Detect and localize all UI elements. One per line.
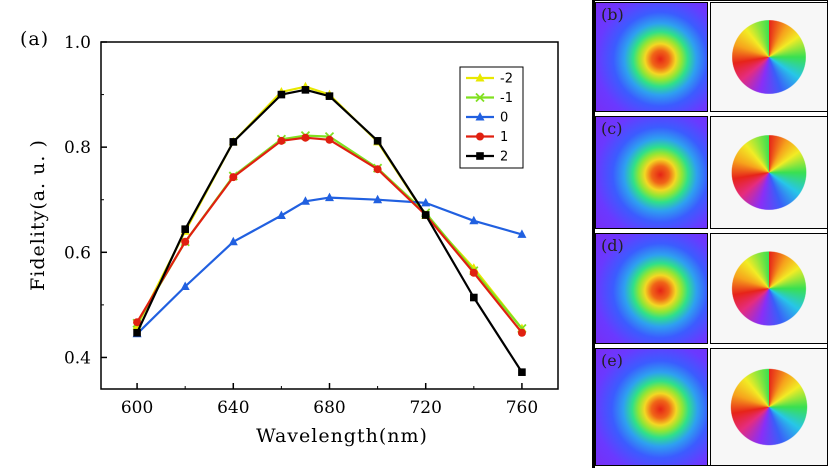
data-point [301, 133, 310, 142]
plot-layer [132, 81, 527, 376]
series-line-1 [136, 136, 523, 334]
data-point [229, 173, 238, 182]
legend-entry: -1 [466, 91, 513, 106]
legend-swatch-marker [475, 92, 485, 103]
fidelity-chart: (a) Fidelity(a. u. ) Wavelength(nm) -2 -1… [20, 28, 559, 447]
data-point [325, 135, 334, 144]
legend-label: 2 [500, 150, 508, 165]
data-point [228, 236, 238, 246]
data-point [133, 318, 142, 327]
data-point [277, 90, 286, 99]
legend-label: 1 [500, 130, 508, 145]
series-line-0 [136, 196, 523, 335]
legend-swatch-marker [475, 112, 485, 121]
x-tick-label: 760 [506, 398, 538, 418]
panel-b-amplitude: (b) [595, 2, 708, 112]
data-point [517, 229, 527, 238]
series-markers-2 [133, 86, 526, 376]
panel-b-label: (b) [601, 5, 624, 24]
data-point [301, 86, 310, 94]
legend-entry: 0 [466, 111, 508, 126]
data-point [180, 281, 190, 290]
y-tick-label: 0.6 [64, 243, 91, 263]
y-tick-label: 0.4 [64, 348, 91, 368]
panel-e-label: (e) [601, 351, 623, 370]
data-point [469, 268, 478, 277]
legend-entry: 1 [466, 130, 508, 145]
data-point [229, 138, 238, 146]
y-axis-title: Fidelity(a. u. ) [27, 139, 49, 291]
y-tick-label: 1.0 [64, 33, 91, 53]
panel-c-label: (c) [601, 119, 623, 138]
panel-d-amplitude: (d) [595, 233, 708, 344]
data-point [325, 92, 334, 100]
x-tick-label: 600 [121, 398, 153, 418]
x-tick-label: 640 [217, 398, 249, 418]
data-point [518, 368, 526, 376]
data-point [300, 196, 310, 205]
y-tick-label: 0.8 [64, 138, 91, 158]
legend-swatch-marker [475, 73, 485, 82]
panel-d-label: (d) [601, 236, 624, 255]
series-line-2 [136, 88, 523, 373]
panel-divider [592, 0, 595, 468]
data-point [181, 225, 189, 233]
panel-c-amplitude: (c) [595, 116, 708, 229]
legend-swatch-marker [476, 132, 484, 141]
figure-label: (a) [20, 28, 49, 50]
data-point [133, 328, 141, 337]
data-point [421, 211, 430, 219]
legend-label: -1 [500, 91, 513, 106]
panel-b-phase [710, 2, 828, 112]
x-tick-label: 680 [313, 398, 345, 418]
legend-entry: 2 [466, 150, 508, 165]
data-point [469, 215, 479, 225]
data-point [421, 197, 431, 207]
legend: -2 -1 0 1 2 [459, 66, 524, 169]
legend-entry: -2 [466, 72, 513, 87]
data-point [373, 194, 383, 204]
panel-d-phase [710, 233, 828, 344]
data-point [325, 192, 334, 202]
x-tick-label: 720 [409, 398, 441, 418]
panel-e-amplitude: (e) [595, 348, 708, 466]
data-point [373, 165, 382, 174]
panel-e-phase [710, 348, 828, 466]
data-point [181, 237, 190, 246]
legend-label: 0 [500, 111, 508, 126]
legend-label: -2 [500, 72, 513, 87]
data-point [277, 136, 286, 145]
panel-c-phase [710, 116, 828, 229]
x-axis-title: Wavelength(nm) [256, 425, 428, 447]
data-point [373, 137, 382, 145]
data-point [470, 293, 478, 302]
legend-swatch-marker [476, 152, 484, 160]
data-point [517, 328, 526, 337]
data-point [276, 210, 286, 219]
x-marker-stroke [475, 92, 485, 103]
